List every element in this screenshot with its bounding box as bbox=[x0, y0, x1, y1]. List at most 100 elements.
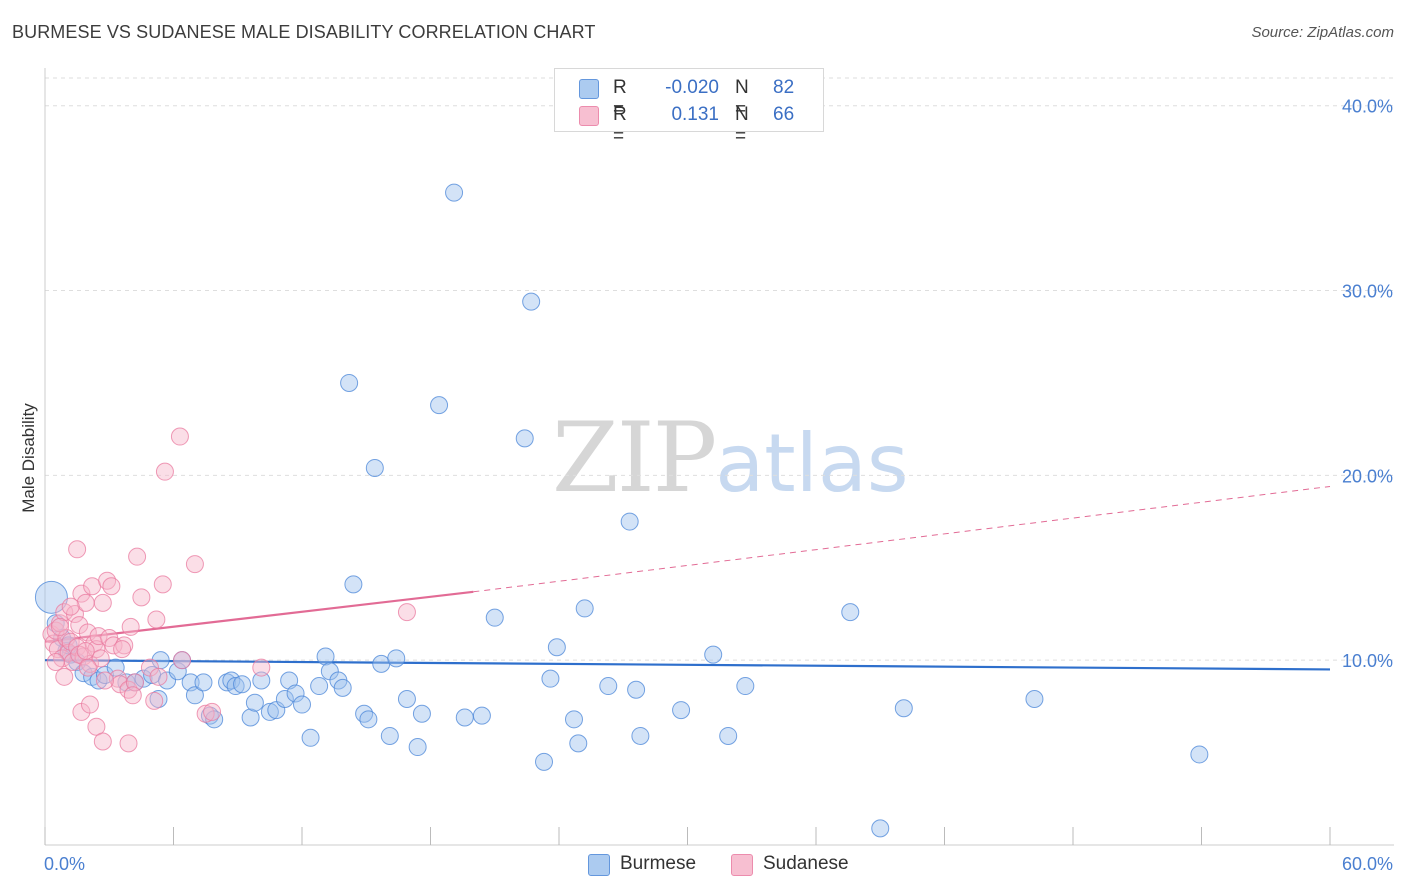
sudanese-point bbox=[68, 638, 87, 657]
legend-r-value: -0.020 bbox=[665, 77, 719, 98]
sudanese-point bbox=[83, 577, 102, 596]
sudanese-point bbox=[78, 623, 97, 642]
sudanese-point bbox=[170, 427, 189, 446]
burmese-point bbox=[672, 701, 691, 720]
sudanese-point bbox=[80, 695, 99, 714]
burmese-point bbox=[445, 183, 464, 202]
sudanese-point bbox=[155, 462, 174, 481]
sudanese-point bbox=[78, 658, 97, 677]
burmese-point bbox=[241, 708, 260, 727]
sudanese-point bbox=[50, 617, 69, 636]
burmese-point bbox=[316, 647, 335, 666]
burmese-point bbox=[301, 728, 320, 747]
x-tick-label: 60.0% bbox=[1342, 854, 1393, 874]
burmese-point bbox=[372, 654, 391, 673]
sudanese-point bbox=[173, 651, 192, 670]
sudanese-point bbox=[153, 575, 172, 594]
legend-r-label: R = bbox=[613, 77, 627, 120]
sudanese-point bbox=[102, 577, 121, 596]
burmese-point bbox=[412, 704, 431, 723]
watermark: ZIPatlas bbox=[552, 402, 909, 514]
sudanese-point bbox=[91, 649, 110, 668]
sudanese-point bbox=[119, 734, 138, 753]
sudanese-point bbox=[147, 610, 166, 629]
y-axis-label: Male Disability bbox=[19, 403, 38, 513]
burmese-point bbox=[704, 645, 723, 664]
burmese-point bbox=[333, 678, 352, 697]
sudanese-point bbox=[76, 593, 95, 612]
burmese-point bbox=[168, 662, 187, 681]
sudanese-point bbox=[145, 691, 164, 710]
sudanese-point bbox=[113, 640, 132, 659]
burmese-points bbox=[34, 183, 1209, 838]
burmese-point bbox=[387, 649, 406, 668]
burmese-point bbox=[205, 710, 224, 729]
burmese-point bbox=[515, 429, 534, 448]
burmese-point bbox=[359, 710, 378, 729]
legend-swatch-sudanese bbox=[579, 106, 599, 126]
burmese-point bbox=[226, 677, 245, 696]
sudanese-trend-extension bbox=[473, 485, 1331, 593]
legend-r-label: R = bbox=[613, 104, 627, 147]
sudanese-point bbox=[185, 555, 204, 574]
axes bbox=[44, 68, 1394, 846]
sudanese-point bbox=[128, 547, 147, 566]
burmese-point bbox=[631, 726, 650, 745]
burmese-point bbox=[340, 373, 359, 392]
sudanese-point bbox=[110, 675, 129, 694]
source-label: Source: ZipAtlas.com bbox=[1251, 24, 1394, 41]
burmese-point bbox=[252, 671, 271, 690]
y-tick-label: 20.0% bbox=[1342, 466, 1393, 486]
sudanese-point bbox=[132, 588, 151, 607]
sudanese-point bbox=[123, 686, 142, 705]
burmese-point bbox=[286, 684, 305, 703]
burmese-point bbox=[547, 638, 566, 657]
burmese-point bbox=[841, 603, 860, 622]
burmese-point bbox=[455, 708, 474, 727]
burmese-point bbox=[380, 726, 399, 745]
burmese-point bbox=[310, 677, 329, 696]
sudanese-point bbox=[93, 593, 112, 612]
burmese-point bbox=[260, 702, 279, 721]
sudanese-point bbox=[203, 702, 222, 721]
sudanese-point bbox=[121, 617, 140, 636]
series-label-burmese: Burmese bbox=[620, 853, 697, 874]
watermark-zip: ZIP bbox=[552, 402, 717, 514]
burmese-point bbox=[344, 575, 363, 594]
sudanese-point bbox=[95, 671, 114, 690]
trend-lines bbox=[44, 485, 1331, 671]
burmese-point bbox=[185, 686, 204, 705]
burmese-point bbox=[569, 734, 588, 753]
tick-labels: 10.0% 20.0% 30.0% 40.0% 0.0% 60.0% Male Disabi… bbox=[19, 97, 1393, 874]
burmese-point bbox=[245, 693, 264, 712]
series-swatch-burmese bbox=[588, 854, 610, 876]
legend-r-value: 0.131 bbox=[671, 104, 719, 125]
burmese-point bbox=[535, 752, 554, 771]
sudanese-point bbox=[397, 603, 416, 622]
sudanese-point bbox=[252, 658, 271, 677]
series-label-sudanese: Sudanese bbox=[763, 853, 849, 874]
burmese-point bbox=[365, 458, 384, 477]
legend-n-value: 82 bbox=[773, 77, 795, 98]
grid-lines bbox=[45, 77, 1394, 661]
burmese-point bbox=[430, 396, 449, 415]
burmese-point bbox=[485, 608, 504, 627]
legend-n-label: N = bbox=[735, 77, 749, 120]
burmese-point bbox=[293, 695, 311, 714]
burmese-point bbox=[627, 680, 646, 699]
burmese-point bbox=[194, 673, 213, 692]
burmese-point bbox=[575, 599, 594, 618]
chart-title: BURMESE VS SUDANESE MALE DISABILITY CORR… bbox=[12, 22, 596, 42]
y-tick-label: 10.0% bbox=[1342, 651, 1393, 671]
sudanese-point bbox=[55, 667, 74, 686]
burmese-point bbox=[472, 706, 491, 725]
burmese-point bbox=[408, 738, 427, 757]
series-swatch-sudanese bbox=[731, 854, 753, 876]
burmese-point bbox=[397, 689, 416, 708]
sudanese-point bbox=[61, 597, 80, 616]
burmese-point bbox=[599, 677, 618, 696]
burmese-point bbox=[233, 675, 252, 694]
sudanese-point bbox=[104, 636, 123, 655]
burmese-point bbox=[541, 669, 560, 688]
